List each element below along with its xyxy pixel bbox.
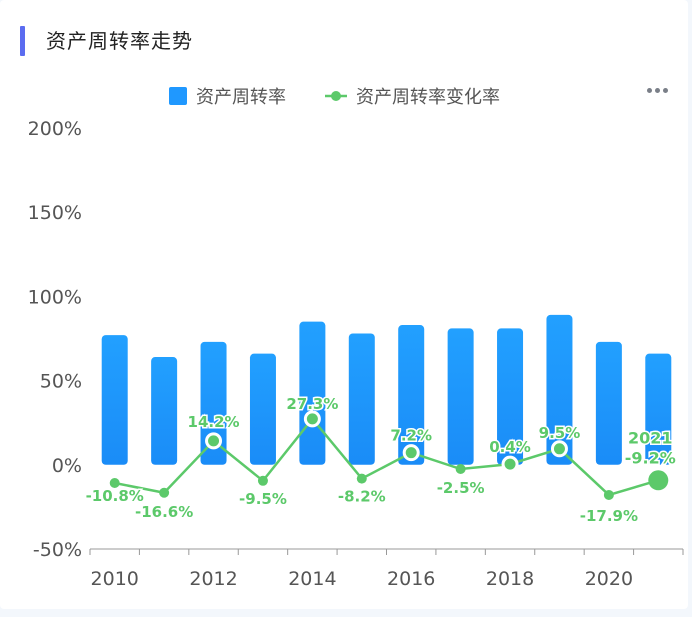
highlight-value-label: -9.2%: [625, 448, 676, 467]
line-data-label: -16.6%: [135, 503, 193, 521]
line-series-path: [114, 416, 659, 497]
bar: [645, 353, 672, 465]
line-point: [356, 473, 367, 484]
y-tick-label: 100%: [28, 286, 82, 308]
chart-title: 资产周转率走势: [46, 29, 193, 53]
line-point: [109, 477, 120, 488]
line-point: [603, 489, 614, 500]
y-tick-label: 200%: [28, 118, 82, 140]
line-point: [550, 440, 568, 458]
x-tick-label: 2014: [288, 568, 336, 590]
line-point: [159, 487, 170, 498]
y-tick-label: 0%: [52, 455, 82, 477]
y-tick-label: -50%: [33, 539, 82, 561]
line-point: [257, 475, 268, 486]
line-point: [303, 410, 321, 428]
legend-bar-swatch: [169, 87, 187, 105]
line-data-label: -17.9%: [580, 507, 638, 525]
bar: [447, 328, 474, 465]
bar: [546, 314, 573, 465]
bar: [101, 335, 128, 465]
line-point: [455, 464, 466, 475]
line-data-label: -2.5%: [437, 479, 485, 497]
bar: [595, 341, 622, 465]
x-tick-label: 2020: [585, 568, 633, 590]
line-data-label: -10.8%: [86, 487, 144, 505]
bar: [497, 328, 524, 465]
title-accent-bar: [20, 26, 25, 56]
line-point: [501, 455, 519, 473]
line-data-label: 0.4%: [489, 438, 531, 456]
highlight-year-label: 2021: [628, 428, 673, 447]
y-tick-label: 50%: [40, 371, 82, 393]
more-dots-icon[interactable]: [641, 80, 673, 100]
line-data-label: -9.5%: [239, 490, 287, 508]
bar: [398, 325, 425, 465]
line-data-label: 14.2%: [188, 413, 240, 431]
x-tick-label: 2018: [486, 568, 534, 590]
bar: [151, 357, 178, 465]
line-data-label: -8.2%: [338, 488, 386, 506]
line-point: [205, 432, 223, 450]
y-tick-label: 150%: [28, 202, 82, 224]
bar: [249, 353, 276, 465]
line-data-label: 7.2%: [390, 427, 432, 445]
line-point: [402, 444, 420, 462]
line-data-label: 27.3%: [286, 395, 338, 413]
bar: [299, 321, 326, 465]
legend-line-dot: [331, 91, 341, 101]
bar: [200, 341, 227, 465]
x-tick-label: 2016: [387, 568, 435, 590]
bar: [348, 333, 375, 465]
line-data-label: 9.5%: [539, 424, 581, 442]
legend-label: 资产周转率: [196, 87, 286, 108]
x-tick-label: 2010: [91, 568, 139, 590]
legend-label: 资产周转率变化率: [356, 87, 500, 108]
x-tick-label: 2012: [189, 568, 237, 590]
line-point-highlight: [648, 470, 669, 491]
